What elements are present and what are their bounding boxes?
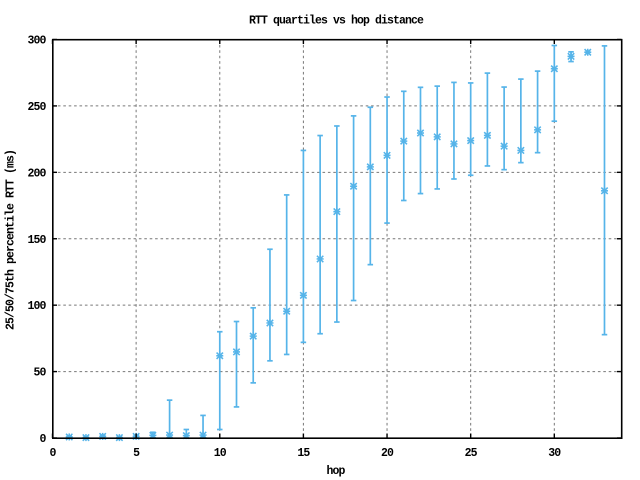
svg-text:hop: hop (326, 465, 345, 478)
svg-text:100: 100 (27, 300, 46, 313)
svg-text:15: 15 (297, 447, 310, 460)
svg-text:0: 0 (49, 447, 56, 460)
svg-text:5: 5 (133, 447, 140, 460)
svg-text:20: 20 (381, 447, 394, 460)
svg-text:50: 50 (33, 367, 46, 380)
svg-text:10: 10 (214, 447, 227, 460)
svg-text:RTT quartiles vs hop distance: RTT quartiles vs hop distance (249, 15, 424, 28)
svg-text:25/50/75th percentile RTT (ms): 25/50/75th percentile RTT (ms) (5, 150, 18, 330)
svg-text:300: 300 (27, 35, 46, 48)
svg-text:0: 0 (39, 433, 46, 446)
svg-text:30: 30 (548, 447, 561, 460)
svg-text:150: 150 (27, 234, 46, 247)
svg-text:250: 250 (27, 101, 46, 114)
svg-text:200: 200 (27, 167, 46, 180)
svg-text:25: 25 (465, 447, 478, 460)
